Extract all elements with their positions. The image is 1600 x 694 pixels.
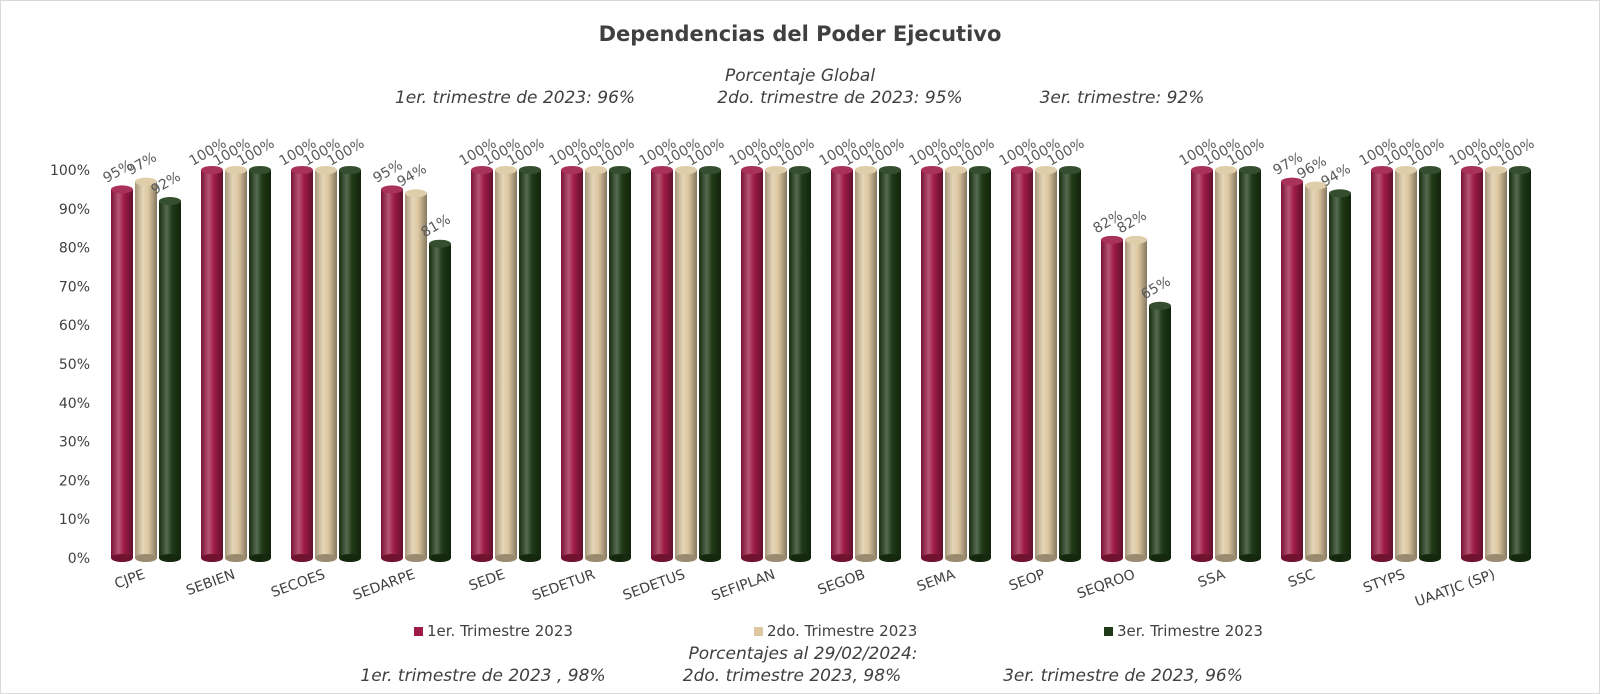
- y-tick-label: 60%: [59, 318, 90, 334]
- bar: [339, 166, 361, 562]
- y-tick-label: 80%: [59, 241, 90, 257]
- global-q2-text: 2do. trimestre de 2023: 95%: [717, 88, 963, 108]
- x-tick-label: SEDARPE: [351, 567, 417, 604]
- x-tick-label: SEOP: [1007, 567, 1047, 595]
- bar: [249, 166, 271, 562]
- legend-swatch-q2: [754, 626, 763, 636]
- bar: [405, 189, 427, 562]
- x-tick-label: SEDETUS: [621, 567, 688, 604]
- legend-item-q2: 2do. Trimestre 2023: [754, 622, 917, 640]
- bar: [699, 166, 721, 562]
- x-tick-label: STYPS: [1361, 567, 1407, 597]
- y-tick-label: 70%: [59, 279, 90, 295]
- x-tick-label: SEBIEN: [184, 567, 237, 599]
- y-tick-label: 100%: [50, 163, 90, 179]
- x-tick-label: CJPE: [113, 567, 148, 593]
- bar: [879, 166, 901, 562]
- bar: [1101, 235, 1123, 562]
- x-tick-label: SEDE: [467, 567, 508, 595]
- bar: [789, 166, 811, 562]
- data-label: 92%: [149, 169, 184, 198]
- y-tick-label: 10%: [59, 512, 90, 528]
- bar: [291, 166, 313, 562]
- bar: [969, 166, 991, 562]
- bar: [945, 166, 967, 562]
- bar: [651, 166, 673, 562]
- legend-swatch-q3: [1104, 626, 1113, 636]
- y-tick-label: 50%: [59, 357, 90, 373]
- footer-q2-text: 2do. trimestre 2023, 98%: [682, 666, 902, 686]
- bar: [201, 166, 223, 562]
- bar: [1149, 301, 1171, 562]
- bar: [1305, 181, 1327, 562]
- bar: [159, 197, 181, 562]
- x-tick-label: SECOES: [269, 567, 327, 601]
- bar: [315, 166, 337, 562]
- x-tick-label: SEFIPLAN: [709, 567, 777, 605]
- x-tick-label: SEDETUR: [530, 567, 598, 605]
- bar: [1191, 166, 1213, 562]
- bar: [1011, 166, 1033, 562]
- x-tick-label: UAATJC (SP): [1413, 567, 1497, 611]
- y-tick-label: 20%: [59, 473, 90, 489]
- y-tick-label: 90%: [59, 202, 90, 218]
- chart-title: Dependencias del Poder Ejecutivo: [598, 22, 1002, 46]
- bar: [1035, 166, 1057, 562]
- legend-label-q3: 3er. Trimestre 2023: [1117, 622, 1263, 640]
- bar: [429, 239, 451, 562]
- bar: [921, 166, 943, 562]
- bar: [1371, 166, 1393, 562]
- bar: [1239, 166, 1261, 562]
- bar: [675, 166, 697, 562]
- bar: [519, 166, 541, 562]
- bar: [1461, 166, 1483, 562]
- legend-label-q2: 2do. Trimestre 2023: [767, 622, 918, 640]
- footer-q1-text: 1er. trimestre de 2023 , 98%: [360, 666, 606, 686]
- x-tick-label: SSA: [1196, 567, 1228, 592]
- bar: [1125, 235, 1147, 562]
- bar: [1329, 189, 1351, 562]
- bar: [225, 166, 247, 562]
- bar: [855, 166, 877, 562]
- x-tick-label: SEQROO: [1075, 567, 1137, 603]
- bar: [1485, 166, 1507, 562]
- bar: [765, 166, 787, 562]
- bar: [471, 166, 493, 562]
- footer-q3-text: 3er. trimestre de 2023, 96%: [1003, 666, 1243, 686]
- global-q3-text: 3er. trimestre: 92%: [1039, 88, 1205, 108]
- bar: [741, 166, 763, 562]
- global-percentage-title: Porcentaje Global: [724, 66, 876, 86]
- bar: [831, 166, 853, 562]
- bar: [1509, 166, 1531, 562]
- data-label: 97%: [125, 149, 160, 178]
- legend-item-q1: 1er. Trimestre 2023: [414, 622, 573, 640]
- bar: [135, 177, 157, 562]
- legend-item-q3: 3er. Trimestre 2023: [1104, 622, 1263, 640]
- bar: [609, 166, 631, 562]
- bar: [1059, 166, 1081, 562]
- y-tick-label: 0%: [68, 551, 90, 567]
- bar: [1395, 166, 1417, 562]
- x-tick-label: SSC: [1286, 567, 1318, 592]
- x-tick-label: SEGOB: [816, 567, 868, 599]
- bar: [1419, 166, 1441, 562]
- y-tick-label: 30%: [59, 435, 90, 451]
- bar: [1281, 177, 1303, 562]
- legend-label-q1: 1er. Trimestre 2023: [427, 622, 573, 640]
- bar: [1215, 166, 1237, 562]
- bar: [585, 166, 607, 562]
- bar: [381, 185, 403, 562]
- bar: [111, 185, 133, 562]
- y-tick-label: 40%: [59, 396, 90, 412]
- legend-swatch-q1: [414, 626, 423, 636]
- bar: [561, 166, 583, 562]
- bar: [495, 166, 517, 562]
- x-tick-label: SEMA: [915, 567, 958, 596]
- footer-title: Porcentajes al 29/02/2024:: [688, 644, 918, 664]
- global-q1-text: 1er. trimestre de 2023: 96%: [394, 88, 636, 108]
